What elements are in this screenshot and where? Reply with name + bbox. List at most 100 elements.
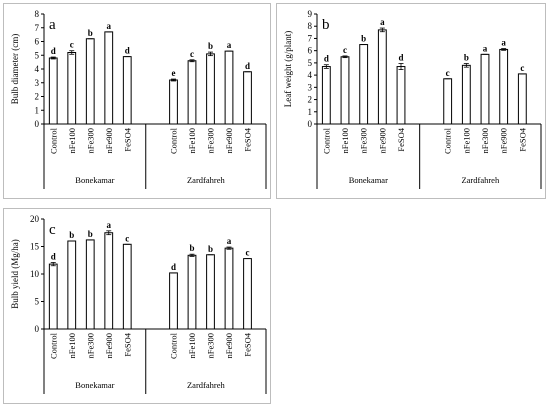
y-tick-label: 8 [308, 21, 313, 31]
category-label: Control [443, 127, 453, 154]
panel-label: a [49, 17, 56, 33]
category-label: FeSO4 [243, 127, 253, 151]
bar [243, 71, 252, 125]
y-tick-label: 0 [35, 324, 40, 334]
y-tick-label: 15 [30, 242, 40, 252]
panel-label: c [49, 222, 56, 238]
significance-letter: a [107, 21, 112, 31]
bar [321, 66, 331, 125]
chart-a-svg: a 0 1 2 3 4 5 6 7 8 Bulb diameter (cm) Bonekamar d Co… [10, 9, 267, 189]
category-label: nFe900 [499, 128, 509, 154]
category-label: nFe100 [67, 333, 77, 359]
bar [67, 52, 77, 125]
group-label: Zardfahreh [187, 380, 226, 390]
significance-letter: a [227, 40, 232, 50]
category-label: nFe100 [340, 128, 350, 154]
y-tick-label: 1 [308, 107, 313, 117]
group-label: Bonekamar [75, 175, 114, 185]
significance-letter: e [172, 68, 176, 78]
category-label: nFe300 [85, 128, 95, 154]
category-label: nFe300 [206, 128, 216, 154]
group-label: Zardfahreh [461, 175, 500, 185]
y-tick-label: 3 [308, 82, 313, 92]
y-axis-label: Bulb yield (Mg/ha) [10, 239, 20, 309]
significance-letter: b [189, 243, 194, 253]
y-tick-label: 5 [35, 50, 40, 60]
category-label: Control [169, 332, 179, 359]
group-label: Bonekamar [349, 175, 388, 185]
y-tick-label: 2 [35, 92, 40, 102]
category-label: nFe300 [206, 333, 216, 359]
y-tick-label: 3 [35, 78, 40, 88]
y-axis-label: Bulb diameter (cm) [10, 34, 20, 104]
y-tick-label: 2 [308, 95, 313, 105]
bar [104, 31, 114, 125]
bar [224, 247, 234, 330]
category-label: nFe300 [480, 128, 490, 154]
chart-c-svg: c 0 5 10 15 20 Bulb yield (Mg/ha) Bonekamar d Con… [10, 214, 267, 394]
significance-letter: c [70, 40, 74, 50]
category-label: FeSO4 [243, 332, 253, 356]
bar [169, 79, 178, 125]
y-tick-label: 20 [30, 214, 40, 224]
group-label: Bonekamar [75, 380, 114, 390]
category-label: nFe100 [187, 128, 197, 154]
category-label: nFe100 [187, 333, 197, 359]
y-tick-label: 6 [308, 46, 313, 56]
y-tick-label: 0 [308, 119, 313, 129]
y-tick-label: 5 [308, 58, 313, 68]
category-label: Control [48, 332, 58, 359]
bar [85, 38, 95, 125]
category-label: FeSO4 [122, 127, 132, 151]
bar [187, 60, 197, 125]
significance-letter: c [125, 233, 129, 243]
significance-letter: a [501, 38, 506, 48]
bar [243, 258, 252, 330]
category-label: nFe900 [104, 128, 114, 154]
significance-letter: b [88, 28, 93, 38]
bar [443, 78, 453, 125]
bar [206, 53, 215, 125]
bar [206, 254, 215, 330]
bar [224, 50, 234, 125]
significance-letter: d [398, 53, 403, 63]
bar [48, 57, 58, 125]
bar [480, 53, 490, 125]
y-tick-label: 10 [30, 269, 40, 279]
category-label: nFe900 [224, 333, 234, 359]
y-tick-label: 4 [35, 64, 40, 74]
category-label: nFe300 [359, 128, 369, 154]
significance-letter: c [190, 49, 194, 59]
bar [187, 254, 197, 330]
category-label: nFe100 [461, 128, 471, 154]
significance-letter: d [51, 46, 56, 56]
bar [340, 56, 350, 125]
significance-letter: b [69, 230, 74, 240]
chart-panel-c: c 0 5 10 15 20 Bulb yield (Mg/ha) Bonekamar d Con… [3, 208, 271, 404]
significance-letter: a [380, 17, 385, 27]
bar [67, 240, 77, 330]
chart-panel-a: a 0 1 2 3 4 5 6 7 8 Bulb diameter (cm) Bonekamar d Co… [3, 3, 271, 199]
significance-letter: b [88, 229, 93, 239]
bar [377, 29, 387, 125]
y-tick-label: 1 [35, 105, 40, 115]
y-tick-label: 7 [35, 23, 40, 33]
bar [122, 243, 132, 330]
significance-letter: d [125, 46, 130, 56]
bar [499, 48, 509, 125]
y-tick-label: 7 [308, 33, 313, 43]
category-label: Control [321, 127, 331, 154]
significance-letter: b [464, 53, 469, 63]
category-label: nFe900 [104, 333, 114, 359]
y-tick-label: 5 [35, 297, 40, 307]
significance-letter: d [171, 262, 176, 272]
bar [85, 239, 95, 330]
y-tick-label: 4 [308, 70, 313, 80]
bar [48, 263, 58, 330]
category-label: Control [48, 127, 58, 154]
panel-label: b [322, 17, 330, 33]
category-label: FeSO4 [396, 127, 406, 151]
category-label: Control [169, 127, 179, 154]
y-tick-label: 8 [35, 9, 40, 19]
y-tick-label: 0 [35, 119, 40, 129]
